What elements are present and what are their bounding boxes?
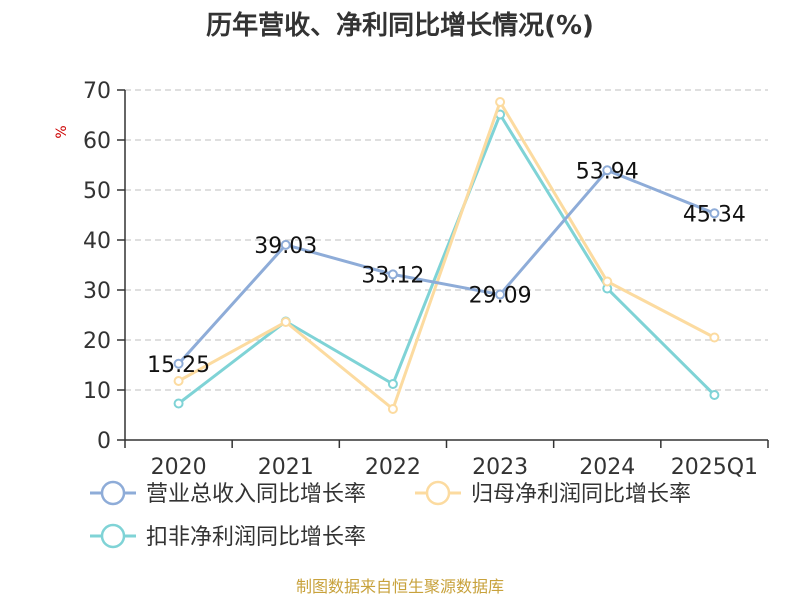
data-label: 45.34 [683, 202, 746, 227]
x-tick-label: 2023 [472, 455, 528, 480]
data-point[interactable] [387, 379, 398, 389]
x-tick-label: 2020 [151, 455, 207, 480]
chart-title: 历年营收、净利同比增长情况(%) [206, 10, 594, 41]
legend-item[interactable]: 扣非净利润同比增长率 [90, 523, 366, 550]
data-point[interactable] [495, 97, 506, 107]
y-tick-label: 0 [97, 429, 111, 454]
data-point[interactable] [387, 269, 398, 280]
data-labels: 15.25 39.03 33.12 29.09 53.94 45.34 [147, 159, 746, 377]
legend-label: 营业总收入同比增长率 [146, 482, 366, 507]
series-line [177, 100, 716, 411]
x-tick-label: 2025Q1 [671, 455, 758, 480]
legend-label: 扣非净利润同比增长率 [146, 525, 366, 550]
data-point[interactable] [709, 390, 720, 400]
series-lines [173, 97, 720, 414]
y-tick-label: 10 [83, 379, 111, 404]
data-source: 制图数据来自恒生聚源数据库 [296, 577, 504, 596]
legend-item[interactable]: 营业总收入同比增长率 [90, 480, 366, 507]
data-point[interactable] [280, 317, 291, 327]
x-axis: 2020 2021 2022 2023 2024 2025Q1 [124, 439, 769, 480]
data-label: 29.09 [469, 284, 532, 309]
data-point[interactable] [602, 165, 613, 176]
y-axis-unit: % [54, 125, 70, 138]
data-point[interactable] [709, 332, 720, 343]
x-tick-label: 2021 [258, 455, 314, 480]
data-point[interactable] [280, 239, 291, 250]
x-tick-label: 2024 [579, 455, 635, 480]
legend-item[interactable]: 归母净利润同比增长率 [415, 480, 691, 507]
y-tick-label: 50 [83, 179, 111, 204]
legend-circle-icon [425, 480, 451, 506]
legend-circle-icon [100, 480, 126, 506]
data-point[interactable] [495, 289, 506, 300]
data-label: 53.94 [576, 159, 639, 184]
data-point[interactable] [709, 208, 720, 219]
y-axis: 0 10 20 30 40 50 60 70 [83, 79, 126, 454]
data-point[interactable] [173, 376, 184, 386]
legend-label: 归母净利润同比增长率 [471, 482, 691, 507]
y-tick-label: 60 [83, 129, 111, 154]
y-tick-label: 20 [83, 329, 111, 354]
series-line [177, 113, 716, 405]
y-tick-label: 40 [83, 229, 111, 254]
data-label: 39.03 [254, 234, 317, 259]
data-label: 33.12 [361, 263, 424, 288]
grid-lines [125, 89, 768, 391]
y-tick-label: 70 [83, 79, 111, 104]
data-point[interactable] [387, 404, 398, 414]
data-point[interactable] [602, 276, 613, 287]
data-point[interactable] [173, 398, 184, 409]
y-tick-label: 30 [83, 279, 111, 304]
legend-circle-icon [100, 523, 126, 549]
data-label: 15.25 [147, 353, 210, 378]
series-line [177, 168, 715, 365]
x-tick-label: 2022 [365, 455, 421, 480]
data-point[interactable] [173, 358, 184, 369]
